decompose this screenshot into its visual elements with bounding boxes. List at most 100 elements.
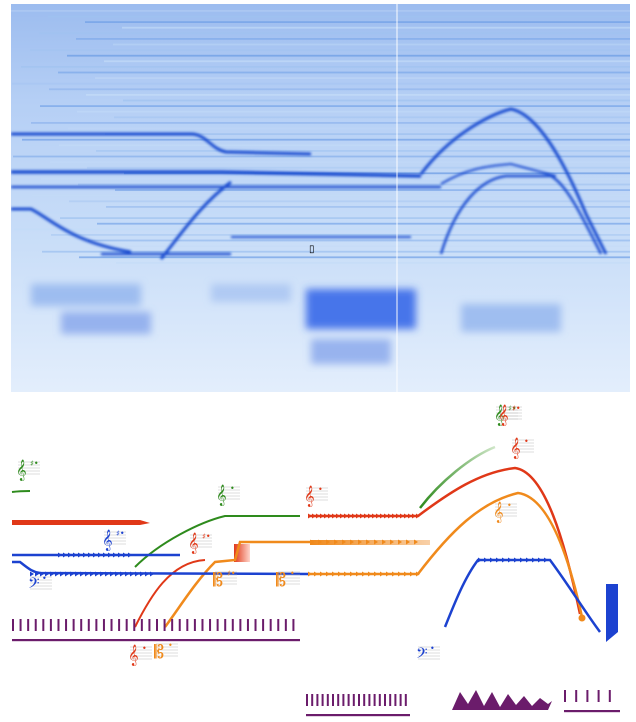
rhythm-tick [404,694,407,706]
rhythm-tick [193,619,196,631]
clef-accidental: • [524,437,529,446]
voice-line-red-thick[interactable] [12,520,150,525]
clef-symbol: 𝄢 [416,645,428,666]
rhythm-tick [72,619,75,631]
note-marker [108,552,112,558]
note-marker [526,557,530,563]
rhythm-baseline [12,639,300,642]
note-marker [125,571,129,577]
voice-line-green[interactable] [11,490,31,493]
clef-accidental: ♯• [508,404,517,413]
voice-line-green-fade[interactable] [419,445,496,509]
note-marker [60,571,64,577]
voice-line-blue[interactable] [443,558,602,633]
rhythm-tick [316,694,319,706]
note-marker [508,557,512,563]
voice-line-blue[interactable] [12,560,311,576]
spectrogram-pitch-traces [11,107,608,260]
harmonic-band [114,116,630,119]
pitch-trace [11,170,422,178]
note-marker [118,552,122,558]
voice-line-orange[interactable] [308,491,584,618]
note-marker [360,513,364,519]
note-marker [392,571,396,577]
voice-line-orange[interactable] [163,540,430,628]
note-marker [326,571,330,577]
harmonic-band [48,15,630,18]
clef-accidental: ♯• [30,459,39,468]
note-marker [308,571,312,577]
note-marker [80,571,84,577]
harmonic-band [69,200,630,203]
clef-symbol: 𝄞 [510,438,521,459]
clef-accidental: • [142,644,147,653]
clef-symbol: 𝄞 [304,486,315,507]
note-marker [390,539,394,545]
rhythm-tick [34,619,37,631]
note-marker [342,539,346,545]
note-marker [73,552,77,558]
note-marker [344,571,348,577]
rhythm-tick [201,619,204,631]
voice-line-red[interactable] [134,559,206,628]
note-marker [30,571,34,577]
harmonic-band [115,189,630,191]
energy-blob [31,284,141,306]
note-marker [404,513,408,519]
score-notation-panel[interactable]: 𝄞 ♯•𝄞 •𝄞 ♯•𝄢 •𝄞 •𝄞 ♯•𝄡 ♯• 𝄡 •𝄞 •𝄞 ♯•𝄞 •𝄞 •𝄡 •𝄞 ♯•𝄢 • [0,392,636,722]
rhythm-tick [389,694,392,706]
note-marker [55,571,59,577]
rhythm-tick [564,690,566,702]
voice-line-green[interactable] [134,515,300,568]
rhythm-tick [163,619,166,631]
note-marker [532,557,536,563]
rhythm-tick [186,619,189,631]
energy-blob [461,304,561,332]
note-marker [318,539,322,545]
rhythm-baseline [306,714,410,717]
note-marker [376,513,380,519]
blue-wedge [606,584,618,642]
note-marker [368,571,372,577]
note-marker [123,552,127,558]
note-marker [45,571,49,577]
rhythm-tick [284,619,287,631]
rhythm-tick [231,619,234,631]
note-head-orange[interactable] [578,614,586,622]
harmonic-band [85,21,630,23]
rhythm-tick [326,694,329,706]
note-marker [502,557,506,563]
note-marker [374,539,378,545]
note-marker [88,552,92,558]
note-marker [310,539,314,545]
spectrogram-panel[interactable]: ▯ [11,4,630,392]
harmonic-band [105,133,630,135]
note-marker [380,571,384,577]
harmonic-band [60,217,630,219]
note-marker [320,571,324,577]
harmonic-band [30,49,630,51]
harmonic-band [77,110,630,113]
rhythm-tick [321,694,324,706]
note-marker [352,513,356,519]
note-marker [308,513,312,519]
rhythm-tick [342,694,345,706]
note-marker [75,571,79,577]
rhythm-tick [254,619,257,631]
note-marker [98,552,102,558]
clef-accidental: • [290,569,295,578]
rhythm-tick [110,619,113,631]
clef-symbol: 𝄞 [216,485,227,506]
note-marker [135,571,139,577]
rhythm-tick [378,694,381,706]
note-marker [35,571,39,577]
spectrogram-energy-blobs [31,284,561,364]
rhythm-tick [57,619,60,631]
pitch-trace [11,207,132,254]
clef-accidental: • [168,641,173,650]
note-marker [105,571,109,577]
harmonic-band [42,250,630,253]
note-marker [340,513,344,519]
pitch-trace [11,132,312,156]
note-marker [382,539,386,545]
